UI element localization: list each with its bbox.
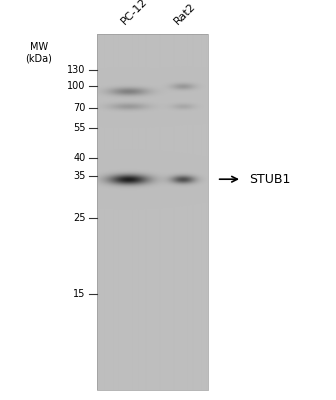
Text: 55: 55	[73, 123, 86, 133]
Text: 25: 25	[73, 213, 86, 223]
Text: STUB1: STUB1	[249, 173, 290, 186]
Text: 70: 70	[73, 103, 86, 113]
Text: PC-12: PC-12	[119, 0, 149, 26]
Text: MW
(kDa): MW (kDa)	[25, 42, 52, 64]
Text: 100: 100	[67, 81, 86, 91]
Text: Rat2: Rat2	[173, 1, 198, 26]
Text: 130: 130	[67, 65, 86, 75]
Text: 40: 40	[74, 153, 86, 163]
Text: 15: 15	[73, 289, 86, 299]
Text: 35: 35	[73, 171, 86, 181]
Bar	[97, 34, 208, 390]
